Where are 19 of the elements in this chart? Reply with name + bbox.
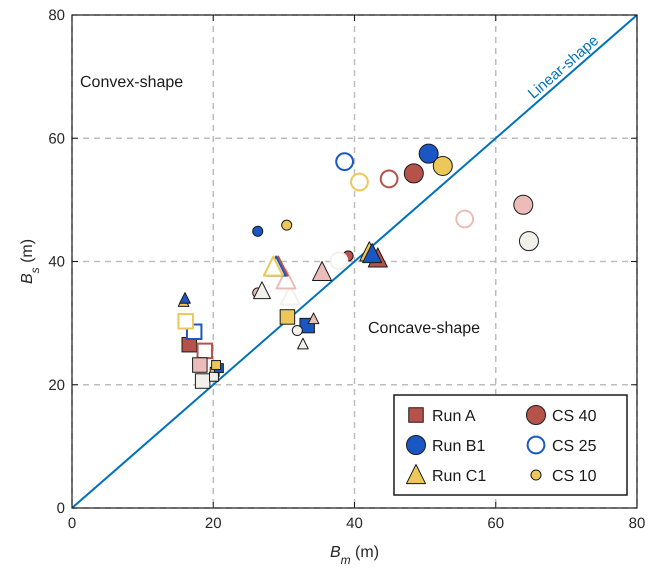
y-tick-label: 80 [48,7,65,24]
legend-label: CS 40 [552,408,597,425]
x-tick-label: 40 [346,515,363,532]
x-tick-label: 20 [204,515,222,532]
y-tick-label: 0 [56,500,65,517]
y-tick-label: 40 [48,254,65,270]
x-tick-label: 80 [628,515,646,532]
y-tick-label: 60 [48,130,65,148]
legend-label: CS 25 [552,438,597,455]
x-axis-title: B$_{m}$ (m) [330,544,380,567]
annotation: Concave-shape [368,320,480,337]
legend-label: CS 10 [552,468,597,485]
y-tick-label: 20 [48,376,65,394]
legend-label: Run C1 [432,468,486,485]
legend-label: Run A [432,408,476,425]
x-tick-label: 60 [487,515,504,532]
legend-label: Run B1 [432,438,486,455]
x-tick-label: 0 [68,515,76,532]
annotation: Convex-shape [80,74,184,91]
